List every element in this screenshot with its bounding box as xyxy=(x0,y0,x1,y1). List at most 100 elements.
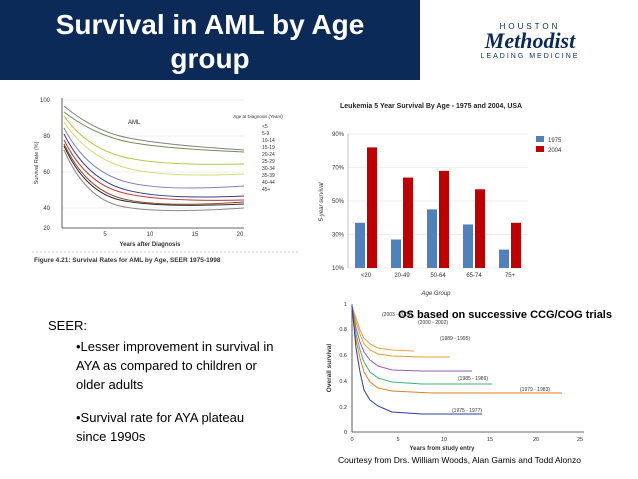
credit-line: Courtesy from Drs. William Woods, Alan G… xyxy=(338,455,581,465)
aml-xtick: 10 xyxy=(147,232,154,238)
aml-curves xyxy=(63,105,245,212)
logo-top-text: HOUSTON xyxy=(499,22,561,31)
os-xlabel: Years from study entry xyxy=(409,446,475,452)
bar-1975-3 xyxy=(463,224,473,268)
os-curve-2003-2005 xyxy=(351,305,415,352)
bar-xtick-label: 20-49 xyxy=(394,273,410,279)
os-curve-1975-1977 xyxy=(351,305,482,415)
bar-ytick-label: 90% xyxy=(332,132,345,138)
bar-ylabel: 5-year survival xyxy=(319,182,325,222)
slide-title: Survival in AML by Age group xyxy=(55,9,365,74)
curve-age-20-24 xyxy=(63,127,245,189)
os-label: (1979 - 1983) xyxy=(520,387,550,393)
curve-age-lt5 xyxy=(63,105,245,151)
curve-age-25-29 xyxy=(63,133,245,198)
os-ylabel: Overall survival xyxy=(326,344,333,393)
curve-age-15-19 xyxy=(63,121,245,176)
bar-ytick-label: 50% xyxy=(332,199,345,205)
bar-xtick-label: 75+ xyxy=(505,273,516,279)
curve-age-10-14 xyxy=(63,115,245,165)
bar-legend: 1975 2004 xyxy=(536,136,562,154)
aml-survival-figure: AML 100 80 60 40 20 Survival Rate (%) 5 … xyxy=(30,88,300,270)
curve-age-45plus xyxy=(63,149,245,212)
os-label: (2000 - 2002) xyxy=(418,320,448,326)
aml-legend-item: 5-9 xyxy=(262,131,269,137)
bar-ytick-label: 10% xyxy=(332,266,345,272)
os-curve-1989-1995 xyxy=(351,305,472,372)
aml-xlabel: Years after Diagnosis xyxy=(119,242,181,248)
bar-chart: Leukemia 5 Year Survival By Age - 1975 a… xyxy=(318,92,628,298)
os-ytick: 0 xyxy=(344,430,347,436)
seer-bullet: •Lesser improvement in survival in AYA a… xyxy=(76,339,274,392)
os-ytick: 0.6 xyxy=(339,353,347,359)
logo-tagline: LEADING MEDICINE xyxy=(480,53,580,60)
os-curves xyxy=(351,305,562,415)
aml-legend-item: 30-34 xyxy=(262,166,275,172)
bar-marks xyxy=(355,147,521,268)
aml-ytick: 100 xyxy=(40,98,51,104)
os-fig-bg xyxy=(322,298,600,453)
aml-xtick: 15 xyxy=(192,232,199,238)
os-survival-figure: 1 0.8 0.6 0.4 0.2 0 Overall survival 0 5… xyxy=(322,298,600,453)
os-xtick: 10 xyxy=(441,437,447,443)
aml-ytick: 20 xyxy=(43,226,50,232)
bar-chart-title: Leukemia 5 Year Survival By Age - 1975 a… xyxy=(340,103,522,110)
bar-xlabel: Age Group xyxy=(420,291,451,297)
os-label: (1985 - 1989) xyxy=(458,376,488,382)
os-curve-1979-1983 xyxy=(351,305,562,394)
bar-legend-label: 2004 xyxy=(548,148,562,154)
bar-legend-swatch xyxy=(536,136,544,142)
aml-legend-item: 45+ xyxy=(262,187,271,193)
os-label: (1989 - 1995) xyxy=(440,336,470,342)
aml-legend-item: <5 xyxy=(262,124,268,130)
bar-x-ticks: <20 20-49 50-64 65-74 75+ xyxy=(361,273,516,279)
seer-text-box: SEER: •Lesser improvement in survival in… xyxy=(48,316,278,446)
aml-caption: Figure 4.21: Survival Rates for AML by A… xyxy=(34,257,221,264)
os-xtick: 5 xyxy=(396,437,399,443)
os-curve-1985-1989 xyxy=(351,305,492,385)
bar-1975-0 xyxy=(355,222,365,268)
aml-legend-item: 25-29 xyxy=(262,159,275,165)
os-xtick: 20 xyxy=(533,437,539,443)
logo-area xyxy=(420,0,638,80)
bar-legend-swatch xyxy=(536,146,544,152)
aml-legend-item: 40-44 xyxy=(262,180,275,186)
aml-inner-title: AML xyxy=(128,120,141,126)
os-xtick: 15 xyxy=(487,437,493,443)
bar-xtick-label: 50-64 xyxy=(430,273,446,279)
aml-xtick: 5 xyxy=(103,232,107,238)
bar-2004-4 xyxy=(511,222,521,268)
bar-xtick-label: <20 xyxy=(361,273,372,279)
curve-age-30-34 xyxy=(63,139,245,201)
aml-legend-item: 20-24 xyxy=(262,152,275,158)
bar-2004-1 xyxy=(403,177,413,268)
bar-1975-1 xyxy=(391,239,401,268)
os-title: OS based on successive CCG/COG trials xyxy=(398,309,612,321)
aml-ytick: 40 xyxy=(43,206,50,212)
bar-1975-4 xyxy=(499,249,509,268)
os-curve-2000-2002 xyxy=(351,305,450,358)
aml-legend-title: Age at Diagnosis (Years) xyxy=(233,114,283,119)
bar-2004-0 xyxy=(367,147,377,268)
os-ytick: 0.8 xyxy=(339,327,347,333)
methodist-logo: Methodist xyxy=(484,28,576,53)
os-xtick: 25 xyxy=(577,437,583,443)
aml-ytick: 60 xyxy=(43,170,50,176)
bar-1975-2 xyxy=(427,209,437,268)
curve-age-35-39 xyxy=(63,143,245,205)
aml-legend-item: 10-14 xyxy=(262,138,275,144)
aml-legend-item: 15-19 xyxy=(262,145,275,151)
os-ytick: 0.4 xyxy=(339,379,347,385)
bar-gridlines xyxy=(347,133,528,269)
bar-ytick-label: 30% xyxy=(332,233,345,239)
aml-fig-bg xyxy=(30,88,300,270)
bar-2004-3 xyxy=(475,189,485,268)
os-label: (2003 - 2005) xyxy=(382,312,412,318)
seer-bullet: •Survival rate for AYA plateau since 199… xyxy=(76,410,245,444)
os-ytick: 1 xyxy=(344,302,347,308)
title-bar: Survival in AML by Age group xyxy=(0,0,420,80)
bar-xtick-label: 65-74 xyxy=(466,273,482,279)
aml-ylabel: Survival Rate (%) xyxy=(34,141,40,184)
aml-legend-item: 35-39 xyxy=(262,173,275,179)
curve-age-40-44 xyxy=(63,145,245,206)
